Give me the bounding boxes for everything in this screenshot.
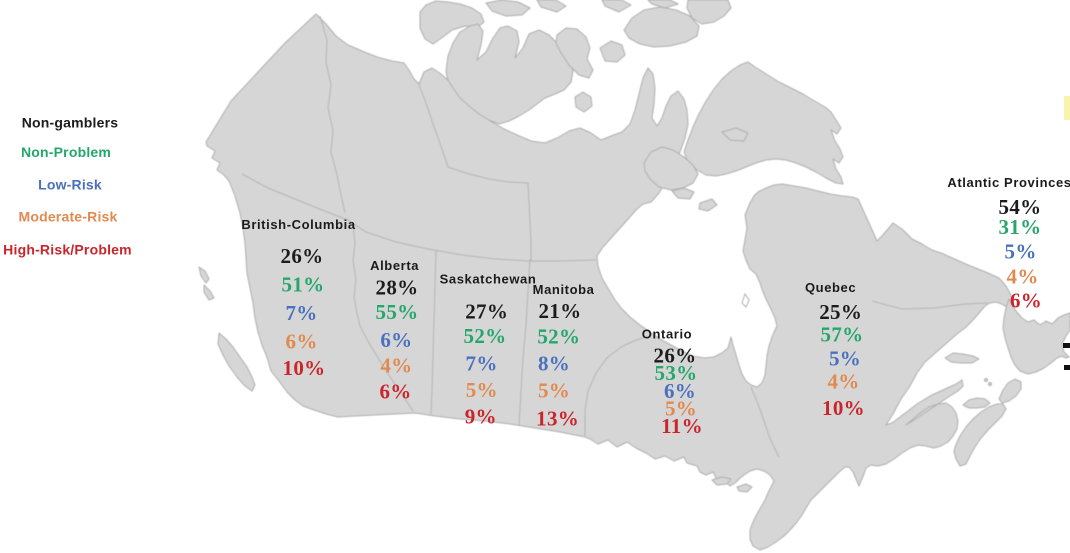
svg-text:57%: 57%	[821, 323, 864, 347]
svg-text:6%: 6%	[380, 328, 412, 352]
svg-text:Ontario: Ontario	[642, 327, 692, 342]
svg-text:Atlantic Provinces: Atlantic Provinces	[947, 175, 1070, 190]
svg-text:7%: 7%	[466, 352, 498, 376]
svg-text:5%: 5%	[829, 347, 861, 371]
svg-text:55%: 55%	[376, 300, 419, 324]
svg-text:Moderate-Risk: Moderate-Risk	[18, 209, 117, 225]
svg-text:4%: 4%	[380, 354, 412, 378]
svg-text:4%: 4%	[1007, 265, 1039, 289]
svg-text:6%: 6%	[379, 380, 411, 404]
svg-text:21%: 21%	[539, 299, 582, 323]
svg-text:Manitoba: Manitoba	[533, 282, 595, 297]
svg-text:Quebec: Quebec	[805, 280, 856, 295]
svg-text:26%: 26%	[654, 344, 697, 368]
svg-text:British-Columbia: British-Columbia	[241, 217, 355, 232]
svg-text:7%: 7%	[285, 301, 317, 325]
svg-text:6%: 6%	[664, 379, 696, 403]
svg-text:5%: 5%	[1005, 240, 1037, 264]
svg-text:Non-gamblers: Non-gamblers	[22, 115, 119, 131]
svg-text:5%: 5%	[538, 379, 570, 403]
svg-text:27%: 27%	[465, 300, 508, 324]
svg-text:6%: 6%	[1010, 289, 1042, 313]
svg-text:6%: 6%	[286, 330, 318, 354]
svg-text:13%: 13%	[536, 407, 579, 431]
svg-text:25%: 25%	[819, 300, 862, 324]
svg-text:53%: 53%	[655, 361, 698, 385]
svg-text:5%: 5%	[466, 378, 498, 402]
svg-text:31%: 31%	[999, 215, 1042, 239]
svg-text:5%: 5%	[665, 397, 697, 421]
svg-text:51%: 51%	[282, 273, 325, 297]
svg-text:Alberta: Alberta	[370, 258, 419, 273]
svg-text:4%: 4%	[827, 370, 859, 394]
svg-text:8%: 8%	[538, 352, 570, 376]
svg-text:Low-Risk: Low-Risk	[38, 177, 102, 193]
svg-text:9%: 9%	[465, 405, 497, 429]
svg-text:Non-Problem: Non-Problem	[21, 144, 111, 160]
svg-text:Saskatchewan: Saskatchewan	[440, 272, 537, 287]
svg-text:26%: 26%	[281, 244, 324, 268]
svg-text:28%: 28%	[376, 276, 419, 300]
svg-text:10%: 10%	[283, 356, 326, 380]
svg-text:10%: 10%	[822, 396, 865, 420]
svg-text:54%: 54%	[999, 195, 1042, 219]
svg-text:52%: 52%	[537, 325, 580, 349]
svg-text:52%: 52%	[464, 324, 507, 348]
svg-text:High-Risk/Problem: High-Risk/Problem	[3, 242, 132, 258]
svg-text:11%: 11%	[661, 414, 703, 438]
